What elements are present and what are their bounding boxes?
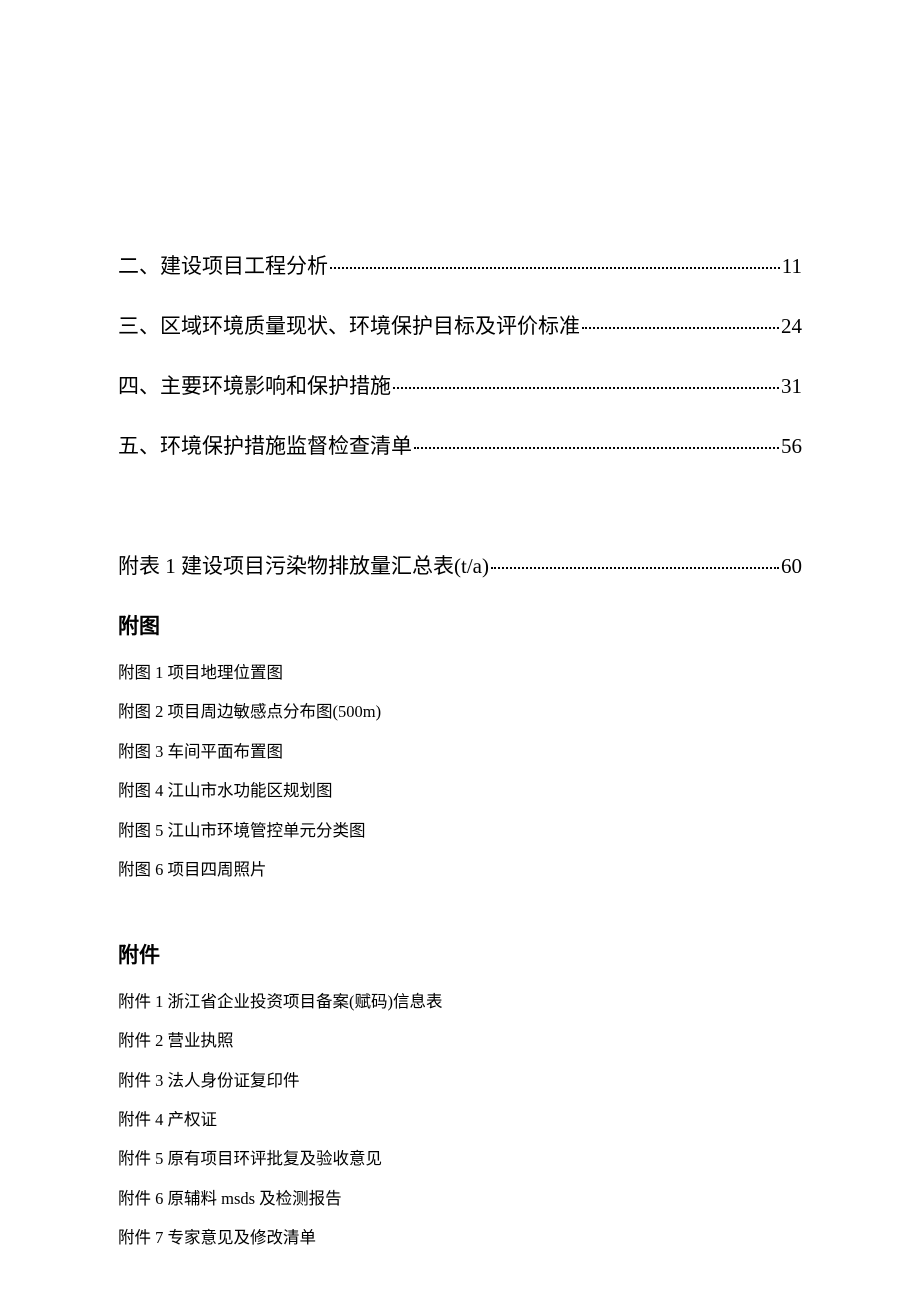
- figure-list-item: 附图 6 项目四周照片: [118, 859, 802, 880]
- toc-entry: 三、区域环境质量现状、环境保护目标及评价标准 24: [118, 310, 802, 340]
- attachment-list-item: 附件 1 浙江省企业投资项目备案(赋码)信息表: [118, 991, 802, 1012]
- attachment-list-item: 附件 6 原辅料 msds 及检测报告: [118, 1188, 802, 1209]
- document-page: 二、建设项目工程分析 11 三、区域环境质量现状、环境保护目标及评价标准 24 …: [0, 0, 920, 1249]
- toc-leader-dots: [491, 567, 779, 569]
- toc-leader-dots: [393, 387, 779, 389]
- vertical-spacer: [118, 899, 802, 929]
- toc-entry: 二、建设项目工程分析 11: [118, 250, 802, 280]
- toc-entry: 四、主要环境影响和保护措施 31: [118, 370, 802, 400]
- toc-title: 二、建设项目工程分析: [118, 250, 328, 280]
- toc-entry: 五、环境保护措施监督检查清单 56: [118, 430, 802, 460]
- toc-page-number: 56: [781, 434, 802, 459]
- attachment-list-item: 附件 4 产权证: [118, 1109, 802, 1130]
- attachment-list-item: 附件 5 原有项目环评批复及验收意见: [118, 1148, 802, 1169]
- toc-leader-dots: [414, 447, 779, 449]
- attachment-list-item: 附件 3 法人身份证复印件: [118, 1070, 802, 1091]
- toc-page-number: 24: [781, 314, 802, 339]
- attachment-list-item: 附件 7 专家意见及修改清单: [118, 1227, 802, 1248]
- toc-title: 三、区域环境质量现状、环境保护目标及评价标准: [118, 310, 580, 340]
- figure-list-item: 附图 5 江山市环境管控单元分类图: [118, 820, 802, 841]
- toc-title: 五、环境保护措施监督检查清单: [118, 430, 412, 460]
- vertical-spacer: [118, 490, 802, 550]
- toc-title: 四、主要环境影响和保护措施: [118, 370, 391, 400]
- attachments-heading: 附件: [118, 939, 802, 969]
- toc-page-number: 60: [781, 554, 802, 579]
- toc-page-number: 11: [782, 254, 802, 279]
- toc-leader-dots: [330, 267, 780, 269]
- toc-title: 附表 1 建设项目污染物排放量汇总表(t/a): [118, 550, 489, 580]
- toc-leader-dots: [582, 327, 779, 329]
- figure-list-item: 附图 3 车间平面布置图: [118, 741, 802, 762]
- figures-heading: 附图: [118, 610, 802, 640]
- toc-entry-appendix-table: 附表 1 建设项目污染物排放量汇总表(t/a) 60: [118, 550, 802, 580]
- figure-list-item: 附图 2 项目周边敏感点分布图(500m): [118, 701, 802, 722]
- toc-page-number: 31: [781, 374, 802, 399]
- figure-list-item: 附图 1 项目地理位置图: [118, 662, 802, 683]
- figure-list-item: 附图 4 江山市水功能区规划图: [118, 780, 802, 801]
- attachment-list-item: 附件 2 营业执照: [118, 1030, 802, 1051]
